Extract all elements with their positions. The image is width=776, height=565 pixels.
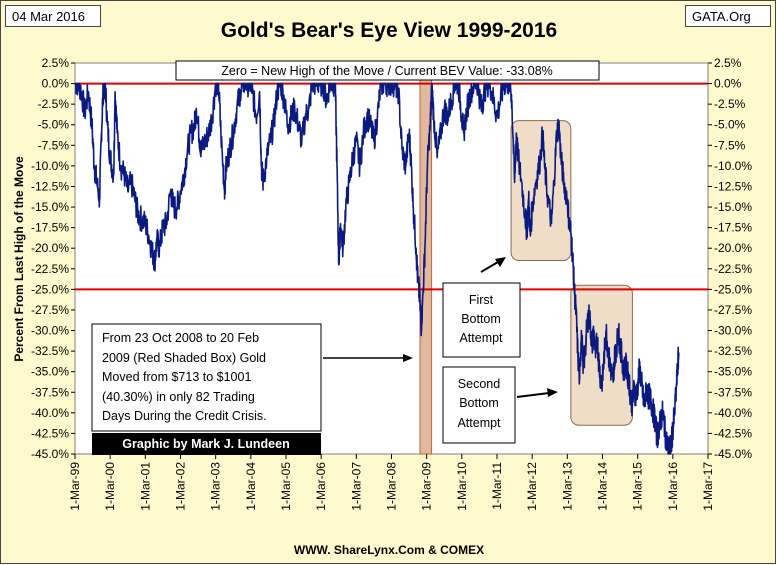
bev-series-line bbox=[74, 82, 680, 455]
first-bottom-line: Attempt bbox=[459, 331, 503, 345]
y-tick-label: 0.0% bbox=[42, 77, 70, 91]
y-tick-label: -45.0% bbox=[714, 447, 752, 461]
x-tick-label: 1-Mar-06 bbox=[314, 462, 328, 511]
y-tick-label: -37.5% bbox=[31, 385, 69, 399]
y-tick-label: -42.5% bbox=[31, 426, 69, 440]
first-bottom-annotation: First Bottom Attempt bbox=[442, 282, 521, 358]
x-tick-label: 1-Mar-00 bbox=[103, 462, 117, 511]
crisis-text-line: Days During the Credit Crisis. bbox=[102, 409, 267, 423]
y-tick-label: -15.0% bbox=[31, 200, 69, 214]
y-tick-label: -40.0% bbox=[714, 406, 752, 420]
second-bottom-line: Second bbox=[458, 377, 500, 391]
credit-crisis-annotation: From 23 Oct 2008 to 20 Feb 2009 (Red Sha… bbox=[91, 323, 322, 432]
x-tick-label: 1-Mar-05 bbox=[279, 462, 293, 511]
y-tick-label: -30.0% bbox=[31, 324, 69, 338]
y-tick-label: -10.0% bbox=[31, 159, 69, 173]
x-tick-label: 1-Mar-01 bbox=[138, 462, 152, 511]
y-tick-label: -25.0% bbox=[714, 282, 752, 296]
crisis-text-line: 2009 (Red Shaded Box) Gold bbox=[102, 351, 266, 365]
first-bottom-arrow bbox=[480, 257, 506, 273]
x-tick-label: 1-Mar-15 bbox=[631, 462, 645, 511]
y-tick-label: -37.5% bbox=[714, 385, 752, 399]
x-tick-label: 1-Mar-07 bbox=[349, 462, 363, 511]
y-tick-label: -2.5% bbox=[38, 97, 70, 111]
y-tick-label: -30.0% bbox=[714, 324, 752, 338]
x-tick-label: 1-Mar-02 bbox=[174, 462, 188, 511]
x-tick-label: 1-Mar-03 bbox=[209, 462, 223, 511]
second-bottom-line: Attempt bbox=[457, 416, 501, 430]
y-tick-label: -5.0% bbox=[714, 118, 746, 132]
chart-title: Gold's Bear's Eye View 1999-2016 bbox=[220, 19, 558, 42]
first-bottom-line: First bbox=[469, 293, 494, 307]
y-tick-label: -10.0% bbox=[714, 159, 752, 173]
y-axis-label: Percent From Last High of the Move bbox=[12, 156, 26, 362]
y-tick-label: -35.0% bbox=[31, 365, 69, 379]
y-tick-label: -5.0% bbox=[38, 118, 70, 132]
x-tick-label: 1-Mar-14 bbox=[596, 462, 610, 511]
x-tick-label: 1-Mar-08 bbox=[385, 462, 399, 511]
x-tick-label: 1-Mar-16 bbox=[666, 462, 680, 511]
y-tick-label: -7.5% bbox=[38, 138, 70, 152]
y-tick-label: -27.5% bbox=[714, 303, 752, 317]
y-tick-label: -15.0% bbox=[714, 200, 752, 214]
y-tick-label: 0.0% bbox=[714, 77, 742, 91]
y-tick-label: -42.5% bbox=[714, 426, 752, 440]
x-tick-label: 1-Mar-04 bbox=[244, 462, 258, 511]
y-tick-label: -7.5% bbox=[714, 138, 746, 152]
y-tick-label: -27.5% bbox=[31, 303, 69, 317]
author-credit: Graphic by Mark J. Lundeen bbox=[92, 433, 321, 455]
y-tick-label: -25.0% bbox=[31, 282, 69, 296]
x-tick-label: 1-Mar-13 bbox=[560, 462, 574, 511]
x-tick-label: 1-Mar-11 bbox=[490, 462, 504, 510]
subtitle-box bbox=[175, 60, 600, 81]
crisis-text-line: (40.30%) in only 82 Trading bbox=[102, 390, 255, 404]
y-tick-label: -20.0% bbox=[714, 241, 752, 255]
crisis-text-line: Moved from $713 to $1001 bbox=[102, 370, 251, 384]
x-tick-label: 1-Mar-99 bbox=[68, 462, 82, 511]
first-bottom-line: Bottom bbox=[461, 312, 501, 326]
y-tick-label: -12.5% bbox=[714, 179, 752, 193]
x-tick-label: 1-Mar-12 bbox=[525, 462, 539, 511]
x-tick-label: 1-Mar-09 bbox=[420, 462, 434, 511]
second-bottom-arrow bbox=[516, 388, 558, 398]
second-bottom-annotation: Second Bottom Attempt bbox=[442, 366, 516, 444]
source-footer: WWW. ShareLynx.Com & COMEX bbox=[293, 543, 485, 557]
y-tick-label: 2.5% bbox=[42, 56, 70, 70]
y-tick-label: -2.5% bbox=[714, 97, 746, 111]
y-tick-label: -17.5% bbox=[714, 221, 752, 235]
y-tick-label: -40.0% bbox=[31, 406, 69, 420]
x-tick-label: 1-Mar-10 bbox=[455, 462, 469, 511]
y-tick-label: -32.5% bbox=[31, 344, 69, 358]
y-tick-label: -17.5% bbox=[31, 221, 69, 235]
y-tick-label: -45.0% bbox=[31, 447, 69, 461]
date-label: 04 Mar 2016 bbox=[5, 5, 101, 27]
y-tick-label: -32.5% bbox=[714, 344, 752, 358]
y-tick-label: -35.0% bbox=[714, 365, 752, 379]
y-tick-label: 2.5% bbox=[714, 56, 742, 70]
second-bottom-line: Bottom bbox=[459, 396, 499, 410]
y-tick-label: -22.5% bbox=[31, 262, 69, 276]
chart-subtitle: Zero = New High of the Move / Current BE… bbox=[221, 64, 553, 78]
x-tick-label: 1-Mar-17 bbox=[701, 462, 715, 511]
y-tick-label: -20.0% bbox=[31, 241, 69, 255]
crisis-arrow bbox=[323, 354, 413, 362]
y-tick-label: -22.5% bbox=[714, 262, 752, 276]
y-tick-label: -12.5% bbox=[31, 179, 69, 193]
site-label: GATA.Org bbox=[685, 5, 771, 27]
crisis-text-line: From 23 Oct 2008 to 20 Feb bbox=[102, 331, 259, 345]
author-credit-text: Graphic by Mark J. Lundeen bbox=[122, 437, 289, 451]
